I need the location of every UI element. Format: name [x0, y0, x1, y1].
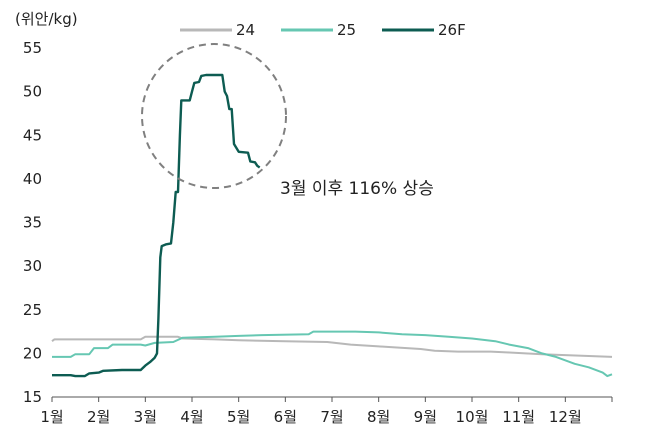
x-tick-label: 10월 — [456, 408, 489, 426]
x-tick-label: 7월 — [320, 408, 343, 426]
x-tick-label: 5월 — [227, 408, 250, 426]
x-tick-label: 9월 — [414, 408, 437, 426]
y-axis-unit-label: (위안/kg) — [15, 10, 78, 28]
series-line-24 — [51, 335, 613, 358]
series-line-26f — [52, 73, 261, 378]
highlight-dashed-circle — [141, 43, 287, 189]
x-tick-label: 6월 — [274, 408, 297, 426]
y-tick-label: 25 — [23, 301, 42, 319]
surge-annotation: 3월 이후 116% 상승 — [280, 179, 434, 199]
y-tick-label: 50 — [23, 83, 42, 101]
y-tick-label: 40 — [23, 170, 42, 188]
x-tick-label: 4월 — [180, 408, 203, 426]
y-tick-label: 55 — [23, 39, 42, 57]
series-layer — [51, 73, 613, 378]
x-tick-label: 8월 — [367, 408, 390, 426]
x-tick-label: 3월 — [134, 408, 157, 426]
series-line-25 — [52, 330, 613, 378]
legend-label-25: 25 — [337, 21, 356, 39]
y-tick-label: 45 — [23, 126, 42, 144]
legend-label-26f: 26F — [438, 21, 466, 39]
y-axis-ticks: 15 20 25 30 35 40 45 50 55 — [23, 39, 42, 406]
x-axis: 1월 2월 3월 4월 5월 6월 7월 8월 9월 10월 11월 12월 — [40, 396, 613, 426]
legend: 24 25 26F — [180, 21, 466, 39]
y-tick-label: 15 — [23, 388, 42, 406]
x-tick-label: 2월 — [87, 408, 110, 426]
x-tick-label: 1월 — [40, 408, 63, 426]
y-tick-label: 20 — [23, 344, 42, 362]
legend-label-24: 24 — [236, 21, 255, 39]
x-tick-label: 12월 — [549, 408, 582, 426]
y-tick-label: 30 — [23, 257, 42, 275]
x-tick-label: 11월 — [502, 408, 535, 426]
y-tick-label: 35 — [23, 214, 42, 232]
